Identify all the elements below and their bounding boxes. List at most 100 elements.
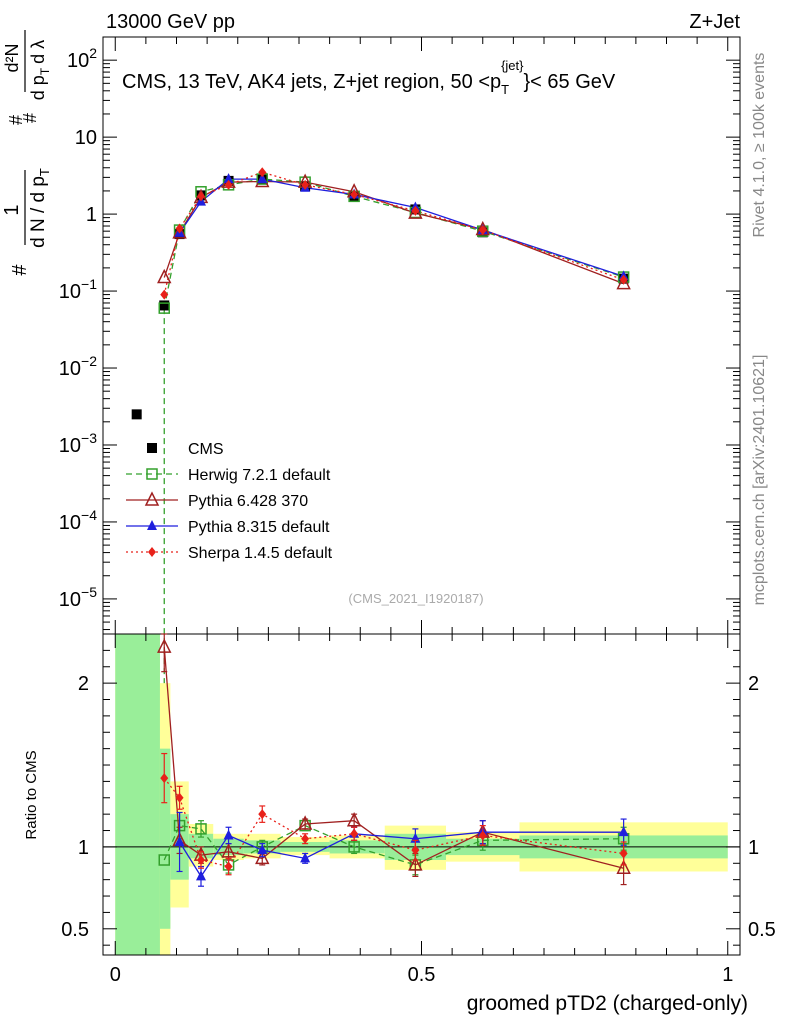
marker-filled-diamond [160, 773, 169, 784]
marker-filled-triangle [300, 852, 311, 863]
y-tick-label-exp: −1 [81, 276, 97, 292]
series-line [163, 171, 624, 295]
legend-cms-marker [147, 443, 157, 453]
legend-label: Herwig 7.2.1 default [188, 467, 331, 484]
marker-filled-triangle [223, 829, 234, 840]
header-left: 13000 GeV pp [106, 11, 235, 33]
marker-filled-diamond [258, 167, 267, 178]
y-tick-label: 102 [67, 45, 97, 72]
marker-open-triangle [408, 856, 423, 871]
side-text-rivet: Rivet 4.1.0, ≥ 100k events [751, 53, 768, 238]
marker-filled-diamond [175, 792, 184, 803]
marker-filled-diamond [301, 179, 310, 190]
y-tick-label: 10−2 [59, 353, 97, 380]
marker-filled-diamond [411, 845, 420, 856]
ratio-tick-label-left: 1 [78, 837, 89, 859]
ratio-y-label: Ratio to CMS [23, 750, 40, 839]
x-tick-label: 1 [722, 964, 733, 986]
ratio-tick-label-left: 2 [78, 673, 89, 695]
marker-filled-diamond [224, 861, 233, 872]
y-label-hash-3: # [20, 113, 40, 123]
marker-filled-diamond [411, 205, 420, 216]
chart-title-post: }< 65 GeV [524, 71, 616, 93]
chart-title-sup: {jet} [501, 58, 524, 73]
y-label-dn-text: d N / d p [28, 176, 49, 248]
ratio-series-line [163, 824, 624, 866]
marker-open-square [146, 468, 158, 480]
legend-label: Pythia 8.315 default [188, 519, 330, 536]
ratio-series-line [163, 777, 624, 868]
chart-title-pre: CMS, 13 TeV, AK4 jets, Z+jet region, 50 … [122, 71, 501, 93]
y-tick-label-exp: 2 [89, 45, 97, 61]
header-right: Z+Jet [689, 11, 740, 33]
marker-filled-diamond [175, 223, 184, 234]
y-label-hash-2: # [6, 115, 26, 125]
marker-open-triangle [616, 859, 631, 874]
y-tick-label-exp: −4 [81, 507, 97, 523]
marker-filled-diamond [197, 191, 205, 202]
ratio-tick-label-left: 0.5 [61, 919, 89, 941]
ratio-frame [102, 633, 741, 956]
marker-filled-square [159, 300, 170, 311]
legend-label: Sherpa 1.4.5 default [188, 545, 333, 562]
marker-filled-diamond [619, 848, 628, 859]
marker-open-square [158, 302, 170, 314]
marker-filled-diamond [160, 289, 169, 300]
chart-title: CMS, 13 TeV, AK4 jets, Z+jet region, 50 … [122, 58, 616, 97]
marker-filled-triangle [147, 520, 157, 530]
y-label-dpt-text: d p [28, 75, 48, 100]
series-line [163, 178, 624, 309]
y-tick-label-base: 10 [59, 281, 81, 303]
y-tick-label: 10−1 [59, 276, 97, 303]
x-axis-label: groomed pTD2 (charged-only) [467, 992, 748, 1015]
marker-filled-square [131, 409, 142, 420]
y-label-one: 1 [1, 204, 23, 215]
y-tick-label-base: 10 [67, 50, 89, 72]
marker-filled-triangle [196, 870, 206, 881]
y-tick-label: 10−5 [59, 584, 97, 611]
marker-filled-diamond [301, 833, 310, 844]
marker-filled-triangle [618, 826, 629, 837]
series-line [179, 178, 624, 278]
y-label-dn: d N / d pT [28, 168, 52, 248]
marker-filled-diamond [350, 828, 359, 839]
ratio-band-inner [159, 748, 171, 929]
marker-open-triangle [221, 843, 236, 858]
marker-open-triangle [157, 638, 172, 653]
series-line [163, 180, 624, 285]
ratio-panel: 0 0.5 1 0.5 0.5 1 1 2 2 [61, 633, 776, 986]
y-label-dpt: d pTd λ [28, 40, 52, 100]
marker-filled-triangle [257, 844, 268, 855]
marker-open-triangle [172, 224, 187, 239]
marker-open-triangle [157, 268, 172, 284]
y-label-dl-text: d λ [28, 40, 48, 64]
y-tick-label-base: 10 [59, 589, 81, 611]
ratio-tick-label-right: 2 [748, 673, 759, 695]
ratio-tick-label-right: 1 [748, 837, 759, 859]
chart-title-sub: T [501, 82, 509, 97]
legend-cms-label: CMS [188, 441, 224, 458]
x-tick-label: 0.5 [408, 964, 436, 986]
y-label-dpt-sub: T [38, 67, 52, 75]
marker-filled-diamond [148, 547, 156, 557]
y-tick-label-exp: −5 [81, 584, 97, 600]
marker-filled-diamond [224, 179, 233, 190]
marker-open-triangle [255, 849, 270, 865]
marker-open-square [348, 841, 360, 853]
ratio-tick-label-right: 0.5 [748, 919, 776, 941]
marker-open-triangle [616, 274, 631, 290]
marker-filled-diamond [619, 274, 628, 285]
marker-filled-diamond [350, 189, 359, 200]
y-tick-label-exp: −2 [81, 353, 97, 369]
y-label-dn-sub: T [37, 168, 52, 176]
y-tick-label: 10 [75, 127, 97, 149]
marker-filled-triangle [174, 835, 185, 846]
marker-filled-diamond [258, 809, 267, 820]
marker-filled-diamond [478, 830, 487, 841]
y-tick-label-exp: −3 [81, 430, 97, 446]
y-axis-label: # 1 d N / d pT # d²N # d pTd λ [1, 30, 52, 276]
marker-filled-triangle [223, 173, 234, 184]
marker-filled-diamond [478, 225, 487, 236]
